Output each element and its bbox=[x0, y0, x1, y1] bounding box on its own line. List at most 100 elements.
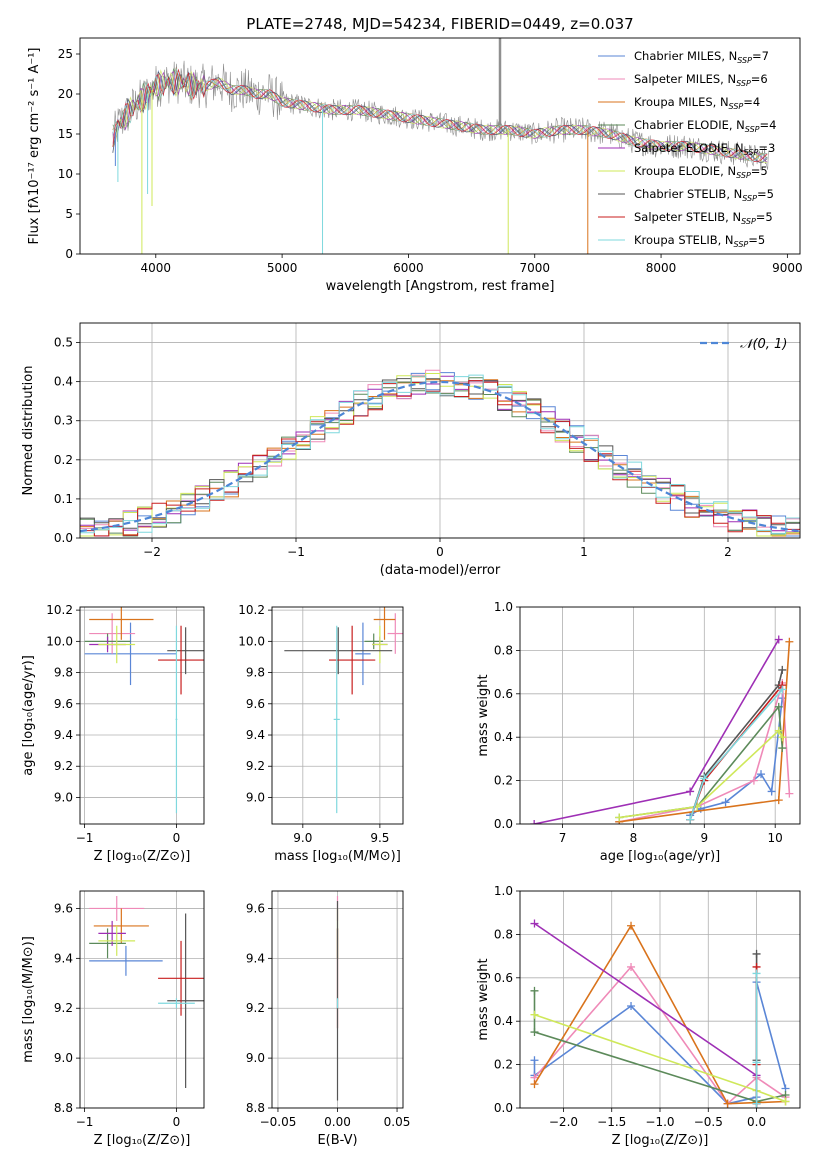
y-tick-label: 1.0 bbox=[494, 600, 513, 614]
y-tick-label: 9.0 bbox=[54, 1051, 73, 1065]
x-tick-label: 0.00 bbox=[324, 1115, 351, 1129]
y-tick-label: 0.8 bbox=[494, 643, 513, 657]
model-line-salpeter_miles bbox=[112, 68, 768, 162]
weight-marker-kroupa_elodie bbox=[781, 1097, 790, 1106]
y-tick-label: 10.0 bbox=[46, 634, 73, 648]
weight-marker-kroupa_miles bbox=[627, 921, 636, 930]
x-axis-label: Z [log₁₀(Z/Z⊙)] bbox=[94, 1133, 191, 1148]
legend-count: =7 bbox=[752, 49, 769, 63]
y-tick-label: 9.4 bbox=[54, 951, 73, 965]
figure-title: PLATE=2748, MJD=54234, FIBERID=0449, z=0… bbox=[246, 15, 633, 33]
weight-marker-chabrier_stelib bbox=[752, 949, 761, 958]
weight-marker-salpeter_elodie bbox=[774, 635, 783, 644]
weight-marker-kroupa_miles bbox=[723, 1099, 732, 1108]
y-tick-label: 0.4 bbox=[494, 1014, 513, 1028]
axes-frame bbox=[271, 606, 404, 825]
weight-marker-chabrier_elodie bbox=[774, 702, 783, 711]
chart-panels: 4000 5000 6000 7000 8000 90000510152025wavele… bbox=[21, 37, 803, 1148]
legend-text: Kroupa ELODIE, N bbox=[634, 164, 736, 178]
y-tick-label: 9.8 bbox=[54, 666, 73, 680]
weight-marker-salpeter_elodie bbox=[530, 919, 539, 928]
y-tick-label: 10.0 bbox=[238, 634, 265, 648]
y-axis-label: mass weight bbox=[476, 958, 491, 1040]
panel-mass-vs-z: −1 0 8.8 9.0 9.2 9.4 9.6 Z [log₁₀(Z/Z⊙)] mass [l… bbox=[21, 890, 205, 1148]
axes-frame bbox=[79, 606, 205, 825]
weight-line-chabrier_miles bbox=[689, 698, 784, 816]
legend-subscript: SSP bbox=[736, 79, 751, 88]
y-tick-label: 9.4 bbox=[246, 728, 265, 742]
legend-text: Salpeter MILES, N bbox=[634, 72, 736, 86]
weight-marker-kroupa_elodie bbox=[774, 726, 783, 735]
y-tick-label: 9.4 bbox=[246, 951, 265, 965]
legend-text: Salpeter ELODIE, N bbox=[634, 141, 744, 155]
legend-text: Chabrier ELODIE, N bbox=[634, 118, 745, 132]
x-tick-label: −2 bbox=[143, 545, 161, 559]
plot-area bbox=[112, 38, 769, 254]
legend-count: =4 bbox=[760, 118, 777, 132]
x-axis-label: (data-model)/error bbox=[380, 563, 501, 578]
y-tick-label: 0 bbox=[65, 247, 73, 261]
y-tick-label: 25 bbox=[58, 47, 73, 61]
y-tick-label: 0.0 bbox=[54, 531, 73, 545]
x-tick-label: 9 bbox=[700, 831, 708, 845]
legend-label: Kroupa MILES, NSSP=4 bbox=[634, 95, 760, 111]
normal-curve bbox=[80, 380, 800, 533]
y-tick-label: 0.2 bbox=[494, 1058, 513, 1072]
y-tick-label: 0.5 bbox=[54, 336, 73, 350]
x-tick-label: 9.0 bbox=[293, 831, 312, 845]
weight-marker-chabrier_stelib bbox=[778, 665, 787, 674]
y-tick-label: 10.2 bbox=[46, 603, 73, 617]
x-tick-label: −0.05 bbox=[260, 1115, 297, 1129]
y-tick-label: 9.6 bbox=[246, 901, 265, 915]
weight-marker-salpeter_elodie bbox=[530, 820, 539, 824]
x-tick-label: 0 bbox=[173, 831, 181, 845]
x-tick-label: −1.5 bbox=[597, 1115, 626, 1129]
x-tick-label: 0.0 bbox=[747, 1115, 766, 1129]
y-tick-label: 15 bbox=[58, 127, 73, 141]
legend-label: Salpeter MILES, NSSP=6 bbox=[634, 72, 768, 88]
axes-frame bbox=[519, 606, 801, 825]
histogram-kroupa_stelib bbox=[80, 374, 800, 534]
x-tick-label: 7 bbox=[559, 831, 567, 845]
legend-count: =6 bbox=[751, 72, 768, 86]
panel-residuals: −2 −1 0 1 2 0.0 0.1 0.2 0.3 0.4 0.5 (data-model)/er… bbox=[21, 322, 801, 578]
x-tick-label: −2.0 bbox=[549, 1115, 578, 1129]
weight-marker-kroupa_miles bbox=[774, 796, 783, 805]
weight-marker-salpeter_miles bbox=[749, 776, 758, 785]
x-axis-label: E(B-V) bbox=[317, 1133, 357, 1148]
y-tick-label: 9.6 bbox=[246, 697, 265, 711]
legend-subscript: SSP bbox=[744, 148, 759, 157]
y-tick-label: 8.8 bbox=[54, 1101, 73, 1115]
panel-weight-vs-age: 7 8 9 10 0.0 0.2 0.4 0.6 0.8 1.0 age [log₁₀(age/yr… bbox=[476, 600, 801, 864]
y-tick-label: 9.0 bbox=[54, 790, 73, 804]
x-axis-label: mass [log₁₀(M/M⊙)] bbox=[274, 849, 401, 864]
y-tick-label: 0.1 bbox=[54, 492, 73, 506]
weight-marker-salpeter_elodie bbox=[686, 787, 695, 796]
weight-marker-chabrier_elodie bbox=[778, 744, 787, 753]
legend-label: Salpeter ELODIE, NSSP=3 bbox=[634, 141, 775, 157]
x-tick-label: 0 bbox=[173, 1115, 181, 1129]
weight-marker-kroupa_miles bbox=[785, 637, 794, 646]
legend-count: =4 bbox=[743, 95, 760, 109]
weight-marker-chabrier_miles bbox=[627, 1002, 636, 1011]
legend-label: Kroupa ELODIE, NSSP=5 bbox=[634, 164, 768, 180]
legend-label-normal: 𝒩(0, 1) bbox=[740, 337, 787, 352]
x-axis-label: Z [log₁₀(Z/Z⊙)] bbox=[612, 1133, 709, 1148]
legend-label: Chabrier ELODIE, NSSP=4 bbox=[634, 118, 776, 134]
x-tick-label: −1 bbox=[76, 831, 94, 845]
weight-marker-kroupa_miles bbox=[530, 1080, 539, 1089]
weight-marker-chabrier_miles bbox=[530, 1056, 539, 1065]
weight-marker-kroupa_stelib bbox=[700, 774, 709, 783]
legend-label: Chabrier MILES, NSSP=7 bbox=[634, 49, 769, 65]
x-tick-label: −1 bbox=[287, 545, 305, 559]
panel-spectrum: 4000 5000 6000 7000 8000 9000 0 5 10 15 20 25 wavele… bbox=[27, 37, 803, 294]
weight-marker-salpeter_miles bbox=[627, 962, 636, 971]
weight-marker-kroupa_stelib bbox=[686, 815, 695, 824]
legend-subscript: SSP bbox=[741, 217, 756, 226]
legend-count: =3 bbox=[758, 141, 775, 155]
y-axis-label: mass [log₁₀(M/M⊙)] bbox=[21, 936, 36, 1063]
x-tick-label: 7000 bbox=[519, 261, 550, 275]
panel-age-vs-mass: 9.0 9.5 9.0 9.2 9.4 9.6 9.8 10.0 10.2 mass [log₁₀… bbox=[238, 603, 404, 864]
y-tick-label: 0.3 bbox=[54, 414, 73, 428]
